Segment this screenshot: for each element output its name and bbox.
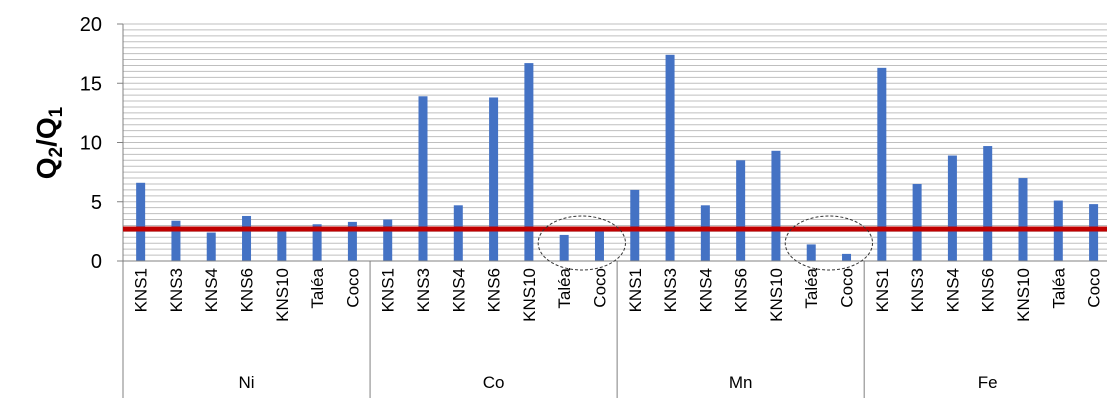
- bar-ni-kns10: [277, 229, 287, 261]
- bar-fe-kns4: [947, 155, 957, 261]
- x-group-labels: Ni Co Mn Fe: [238, 373, 997, 392]
- x-category-label: Coco: [1085, 268, 1104, 308]
- x-category-label: Taléa: [1049, 267, 1068, 308]
- bar-mn-kns10: [771, 150, 781, 261]
- x-group-label: Co: [483, 373, 505, 392]
- y-tick-label: 10: [80, 133, 102, 155]
- x-category-label: KNS6: [485, 268, 504, 312]
- x-category-label: KNS4: [696, 268, 715, 312]
- bar-mn-kns3: [665, 54, 675, 262]
- bar-ni-kns3: [171, 220, 181, 261]
- x-category-label: Taléa: [802, 267, 821, 308]
- highlight-ellipse: [784, 215, 874, 271]
- bar-fe-kns6: [983, 146, 993, 261]
- x-category-label: KNS4: [943, 268, 962, 312]
- bar-ni-taléa: [312, 224, 322, 261]
- x-category-label: KNS1: [873, 268, 892, 312]
- x-group-label: Fe: [978, 373, 998, 392]
- bar-mn-kns6: [736, 160, 746, 261]
- highlight-ellipse: [537, 215, 626, 271]
- bar-mn-kns1: [630, 189, 640, 261]
- bar-co-coco: [594, 231, 604, 261]
- bar-ni-kns4: [206, 232, 216, 261]
- bar-ni-coco: [347, 221, 357, 261]
- y-tick-label: 5: [91, 192, 102, 214]
- bar-co-taléa: [559, 234, 569, 261]
- y-tick-label: 20: [80, 14, 102, 36]
- x-group-label: Ni: [238, 373, 254, 392]
- x-category-label: Coco: [343, 268, 362, 308]
- bar-ni-kns1: [136, 182, 146, 261]
- bar-mn-coco: [842, 253, 852, 261]
- bar-ni-kns6: [242, 215, 252, 261]
- y-tick-label: 15: [80, 73, 102, 95]
- x-group-label: Mn: [729, 373, 753, 392]
- x-category-label: KNS3: [908, 268, 927, 312]
- x-category-label: KNS3: [414, 268, 433, 312]
- x-category-label: KNS10: [767, 268, 786, 322]
- y-tick-label: 0: [91, 251, 102, 273]
- x-category-label: KNS10: [520, 268, 539, 322]
- x-category-label: Taléa: [555, 267, 574, 308]
- x-category-label: KNS4: [202, 268, 221, 312]
- x-category-label: Coco: [838, 268, 857, 308]
- x-category-label: KNS3: [167, 268, 186, 312]
- axes: [117, 23, 1107, 398]
- x-category-label: Taléa: [308, 267, 327, 308]
- bar-mn-kns4: [700, 205, 710, 261]
- x-category-label: KNS6: [238, 268, 257, 312]
- bar-fe-kns10: [1018, 178, 1028, 261]
- bar-co-kns3: [418, 96, 428, 261]
- annotations: [123, 215, 1107, 271]
- y-tick-labels: 0 5 10 15 20: [80, 14, 102, 273]
- gridlines: [123, 23, 1107, 262]
- bar-co-kns6: [489, 97, 499, 261]
- x-category-label: KNS6: [979, 268, 998, 312]
- bar-co-kns4: [453, 205, 463, 261]
- bar-co-kns10: [524, 63, 534, 262]
- x-category-label: KNS1: [379, 268, 398, 312]
- x-category-label: KNS3: [661, 268, 680, 312]
- bar-co-kns1: [383, 219, 393, 261]
- x-category-label: KNS4: [449, 268, 468, 312]
- x-category-labels: KNS1 KNS3 KNS4 KNS6 KNS10 Taléa Coco KNS1 KNS3 KN…: [132, 267, 1104, 321]
- bar-fe-kns3: [912, 183, 922, 261]
- x-category-label: KNS1: [132, 268, 151, 312]
- x-category-label: KNS6: [732, 268, 751, 312]
- bars: [136, 54, 1099, 262]
- bar-mn-taléa: [806, 244, 816, 261]
- bar-fe-coco: [1089, 204, 1099, 261]
- x-category-label: KNS10: [1014, 268, 1033, 322]
- bar-fe-kns1: [877, 67, 887, 261]
- y-axis-label: Q2/Q1: [31, 106, 67, 179]
- x-category-label: KNS10: [273, 268, 292, 322]
- x-category-label: Coco: [590, 268, 609, 308]
- x-category-label: KNS1: [626, 268, 645, 312]
